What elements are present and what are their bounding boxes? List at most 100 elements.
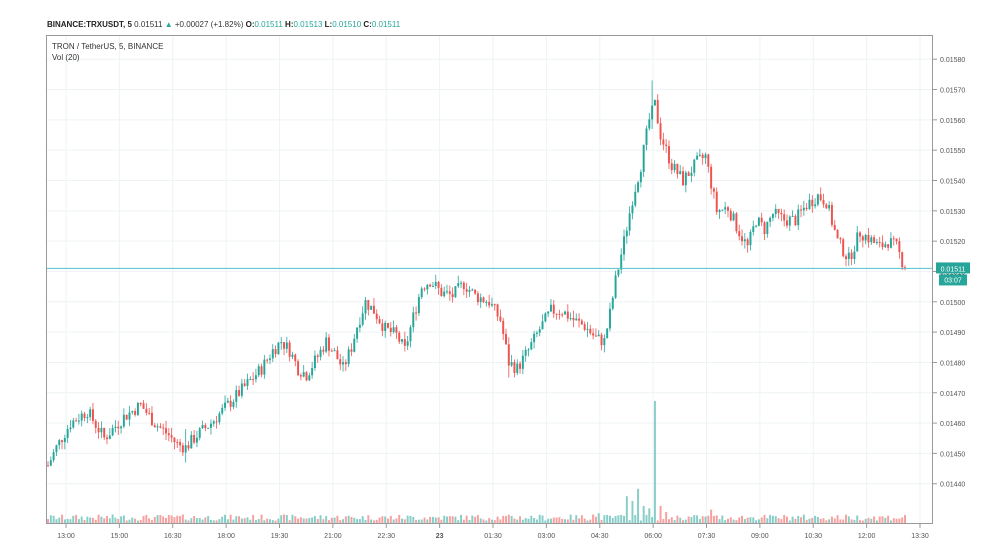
chart-legend: TRON / TetherUS, 5, BINANCE Vol (20) — [52, 41, 163, 63]
volume-bar — [437, 517, 440, 523]
candle — [707, 153, 710, 173]
candle-body — [496, 304, 499, 317]
candle — [592, 328, 595, 340]
volume-bar — [387, 518, 389, 523]
candle — [712, 186, 715, 199]
candle — [319, 346, 322, 361]
candle-body — [350, 349, 353, 352]
last-price: 0.01511 — [134, 20, 163, 29]
candle-body — [830, 205, 833, 225]
candle — [791, 210, 794, 217]
volume-bar — [451, 516, 454, 523]
candle-body — [218, 413, 221, 423]
candle-body — [134, 411, 137, 415]
candle-body — [209, 423, 212, 428]
x-tick-label: 01:30 — [484, 533, 502, 540]
candle — [845, 254, 847, 267]
volume-indicator-label: Vol (20) — [52, 53, 80, 62]
volume-bar — [493, 520, 496, 523]
volume-bar — [198, 518, 201, 523]
volume-bar — [597, 513, 600, 523]
series-title: TRON / TetherUS, 5, BINANCE — [52, 42, 164, 51]
candle — [308, 372, 311, 382]
candle — [701, 152, 704, 165]
candle-body — [743, 239, 746, 242]
volume-bar — [696, 515, 699, 523]
candle — [892, 235, 895, 246]
open-label: O: — [245, 20, 255, 29]
volume-bar — [805, 519, 808, 523]
candle-body — [297, 361, 300, 376]
candle-body — [122, 414, 125, 427]
candle-body — [448, 291, 451, 294]
candle — [878, 236, 881, 248]
volume-bar — [693, 515, 696, 523]
candle-body — [516, 363, 519, 373]
volume-bar — [788, 520, 791, 523]
candle-body — [850, 252, 853, 259]
candle-body — [437, 281, 440, 288]
candle-body — [370, 305, 373, 310]
candle — [260, 363, 263, 378]
candle-body — [482, 297, 485, 303]
candle — [735, 212, 738, 234]
candle — [83, 411, 86, 422]
y-tick-label: 0.01550 — [940, 148, 965, 155]
candle-body — [771, 214, 774, 218]
candle-body — [794, 215, 797, 226]
candle-body — [760, 217, 763, 223]
candle-body — [224, 402, 227, 408]
plot-frame[interactable] — [46, 35, 933, 524]
candle-body — [889, 238, 892, 248]
volume-bar — [207, 516, 210, 523]
candle — [136, 401, 139, 417]
candle — [881, 235, 884, 250]
price-change: +0.00027 (+1.82%) — [174, 20, 244, 29]
candle — [873, 235, 876, 244]
candle-body — [769, 217, 772, 222]
volume-bar — [153, 516, 156, 523]
candle-body — [401, 339, 404, 342]
candle-body — [454, 286, 457, 298]
volume-bar — [830, 516, 833, 523]
symbol-header: BINANCE:TRXUSDT, 5 0.01511 ▲ +0.00027 (+… — [47, 20, 400, 29]
volume-bar — [417, 519, 420, 523]
candle-body — [549, 304, 552, 312]
candle — [224, 395, 227, 411]
candle — [173, 437, 176, 450]
candle — [603, 334, 606, 353]
y-tick-label: 0.01480 — [940, 360, 965, 367]
candle-body — [283, 342, 286, 349]
volume-bar — [302, 518, 305, 523]
candle-body — [417, 297, 420, 314]
candle — [66, 424, 69, 444]
candle-body — [412, 312, 415, 328]
volume-bar — [215, 520, 218, 523]
volume-bar — [797, 515, 800, 523]
price-scale[interactable] — [933, 35, 1000, 524]
candle — [766, 221, 769, 238]
time-scale[interactable] — [46, 524, 933, 557]
volume-bar — [454, 516, 457, 523]
volume-bar — [299, 517, 302, 523]
candle-body — [791, 215, 794, 217]
candle-body — [625, 230, 628, 237]
candle — [204, 423, 207, 432]
candle-body — [398, 332, 401, 342]
candle — [645, 125, 648, 151]
volume-bar — [741, 515, 744, 523]
volume-bar — [878, 516, 881, 523]
x-tick-label: 16:30 — [164, 533, 182, 540]
volume-bar — [755, 520, 758, 523]
candle — [243, 379, 246, 387]
volume-bar — [353, 517, 356, 523]
candle-body — [465, 289, 468, 292]
candle-body — [488, 301, 491, 306]
volume-bar — [572, 519, 575, 523]
candle-body — [212, 421, 215, 424]
volume-bar — [479, 518, 482, 523]
volume-bar — [336, 515, 339, 523]
volume-bar — [839, 519, 842, 523]
candle — [530, 338, 533, 351]
